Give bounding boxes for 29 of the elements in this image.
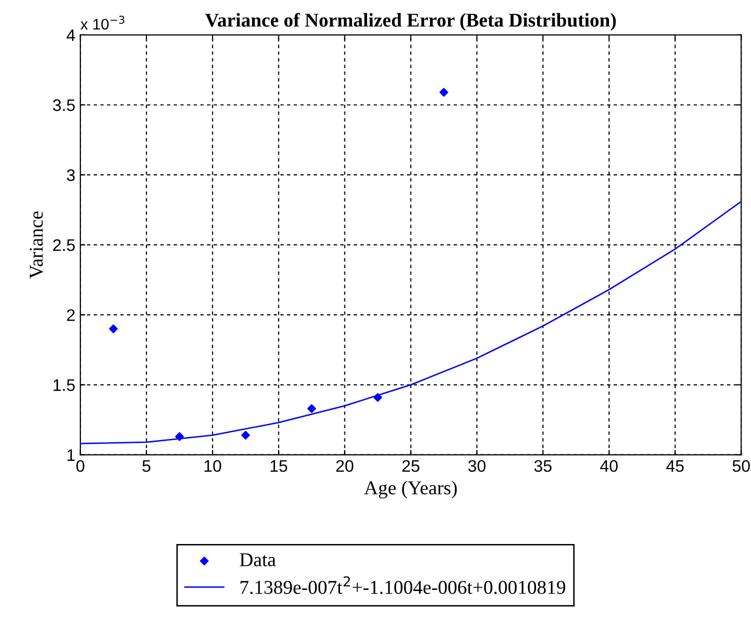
y-tick-label: 3 <box>66 169 75 182</box>
line-series <box>80 200 742 444</box>
text: x 10$^{−3}$ <box>80 16 124 30</box>
point <box>241 430 250 440</box>
y-tick-label: 4 <box>66 29 76 41</box>
x-tick-label: 25 <box>402 460 420 472</box>
y-tick-label: 2 <box>67 309 75 321</box>
x-tick-label: 40 <box>600 460 618 472</box>
y-tick-label: 1 <box>68 449 75 461</box>
point <box>307 404 316 413</box>
x-axis-title: Age (Years) <box>364 480 457 498</box>
x-tick-label: 50 <box>732 460 750 472</box>
y-axis-title: Variance <box>30 212 43 279</box>
point <box>109 324 118 334</box>
x-tick-label: 35 <box>534 460 552 472</box>
chart-title: Variance of Normalized Error (Beta Distribution) <box>205 12 616 31</box>
x-tick-label: 15 <box>270 460 288 472</box>
point <box>439 88 448 97</box>
x-tick-label: 45 <box>666 460 684 472</box>
y-tick-label: 2.5 <box>53 239 75 252</box>
y-tick-label: 1.5 <box>54 379 75 392</box>
legend-label: 7.1389e-007t$^{2}$+-1.1004e-006t+0.0010819 <box>240 576 566 594</box>
x-tick-label: 30 <box>468 460 486 472</box>
legend-label: Data <box>240 553 276 566</box>
x-tick-label: 20 <box>336 460 354 472</box>
x-tick-label: 10 <box>204 460 222 472</box>
x-tick-label: 5 <box>142 460 150 472</box>
y-tick-label: 3.5 <box>52 99 75 112</box>
x-tick-label: 0 <box>76 460 84 472</box>
